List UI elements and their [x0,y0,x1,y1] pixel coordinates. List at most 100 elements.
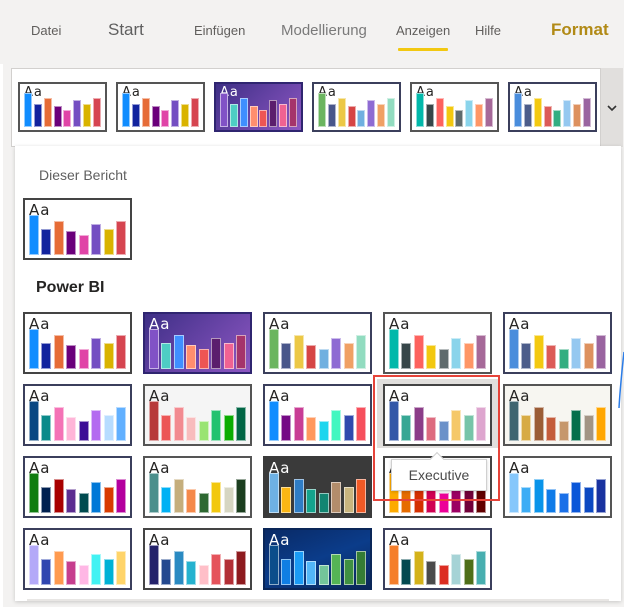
palette-bar [198,421,209,441]
tab-start[interactable]: Start [108,0,144,60]
font-sample: Aa [269,459,291,477]
palette-bar [186,489,197,513]
font-sample: Aa [389,387,411,405]
theme-tile-sunset[interactable]: Aa [143,456,252,518]
palette-bar [78,493,89,513]
color-palette-bars [220,93,297,127]
palette-bar [563,100,572,127]
gallery-theme-tile[interactable]: Aa [312,82,401,132]
font-sample: Aa [509,315,531,333]
tab-label: Modellierung [281,21,367,39]
palette-bar [229,104,238,127]
theme-tile-solar[interactable]: Aa [143,528,252,590]
palette-bar [29,401,39,441]
theme-tile-default[interactable]: Aa [23,312,132,374]
color-palette-bars [514,93,591,127]
palette-bar [249,106,258,127]
section-label-this-report: Dieser Bericht [39,167,127,183]
color-palette-bars [149,473,246,513]
palette-bar [161,343,172,369]
palette-bar [281,415,292,441]
palette-bar [438,421,449,441]
palette-bar [235,551,246,585]
palette-bar [186,417,197,441]
background-chart-line [618,351,624,409]
palette-bar [426,489,437,513]
palette-bar [269,473,279,513]
palette-bar [24,93,32,127]
theme-tile-accessible-city-park[interactable]: Aa [263,528,372,590]
palette-bar [91,224,102,255]
palette-bar [149,401,159,441]
color-palette-bars [509,329,606,369]
palette-bar [546,489,557,513]
tab-modellierung[interactable]: Modellierung [281,0,367,60]
palette-bar [306,417,317,441]
gallery-expand-button[interactable] [601,68,623,147]
theme-tile-classic[interactable]: Aa [383,312,492,374]
palette-bar [426,561,437,585]
palette-bar [514,93,522,127]
this-report-theme-tile[interactable]: Aa [23,198,132,260]
gallery-theme-tile[interactable]: Aa [18,82,107,132]
palette-bar [306,489,317,513]
gallery-theme-tile[interactable]: Aa [214,82,303,132]
palette-bar [343,415,354,441]
palette-bar [29,329,39,369]
palette-bar [347,106,356,127]
theme-tile-tidal[interactable]: Aa [23,384,132,446]
palette-bar [198,565,209,585]
palette-bar [583,487,594,513]
theme-tile-tree[interactable]: Aa [23,456,132,518]
theme-tile-city-park[interactable]: Aa [503,312,612,374]
theme-tile-executive[interactable]: Aa [383,384,492,446]
palette-bar [343,343,354,369]
tab-hilfe[interactable]: Hilfe [475,0,501,60]
tab-einfügen[interactable]: Einfügen [194,0,245,60]
palette-bar [438,493,449,513]
palette-bar [41,415,52,441]
theme-tile-bloom[interactable]: Aa [263,312,372,374]
theme-tile-temperature[interactable]: Aa [143,384,252,446]
font-sample: Aa [269,531,291,549]
theme-tile-storm[interactable]: Aa [263,456,372,518]
palette-bar [293,551,304,585]
font-sample: Aa [269,387,291,405]
palette-bar [355,479,366,513]
theme-tile-electric[interactable]: Aa [263,384,372,446]
palette-bar [66,231,77,255]
theme-tile-twilight[interactable]: Aa [23,528,132,590]
palette-bar [413,407,424,441]
palette-bar [53,221,64,255]
tab-datei[interactable]: Datei [31,0,61,60]
palette-bar [223,559,234,585]
palette-bar [331,338,342,369]
palette-bar [401,559,412,585]
font-sample: Aa [149,531,171,549]
theme-tile-accessible-orchid[interactable]: Aa [383,528,492,590]
gallery-theme-tile[interactable]: Aa [410,82,499,132]
palette-bar [401,343,412,369]
font-sample: Aa [29,387,51,405]
theme-tile-highrise[interactable]: Aa [503,456,612,518]
color-palette-bars [509,401,606,441]
tab-format[interactable]: Format [551,0,609,60]
palette-bar [53,479,64,513]
gallery-theme-tile[interactable]: Aa [116,82,205,132]
color-palette-bars [122,93,199,127]
palette-bar [416,93,424,127]
gallery-theme-tile[interactable]: Aa [508,82,597,132]
theme-tile-innovate[interactable]: Aa [143,312,252,374]
theme-tile-frontier[interactable]: Aa [503,384,612,446]
palette-bar [582,98,591,127]
palette-bar [475,407,486,441]
palette-bar [318,493,329,513]
palette-bar [389,545,399,585]
palette-bar [426,417,437,441]
tab-anzeigen[interactable]: Anzeigen [396,0,450,60]
tab-label: Format [551,20,609,39]
font-sample: Aa [29,201,51,219]
palette-bar [426,345,437,369]
palette-bar [103,343,114,369]
color-palette-bars [416,93,493,127]
